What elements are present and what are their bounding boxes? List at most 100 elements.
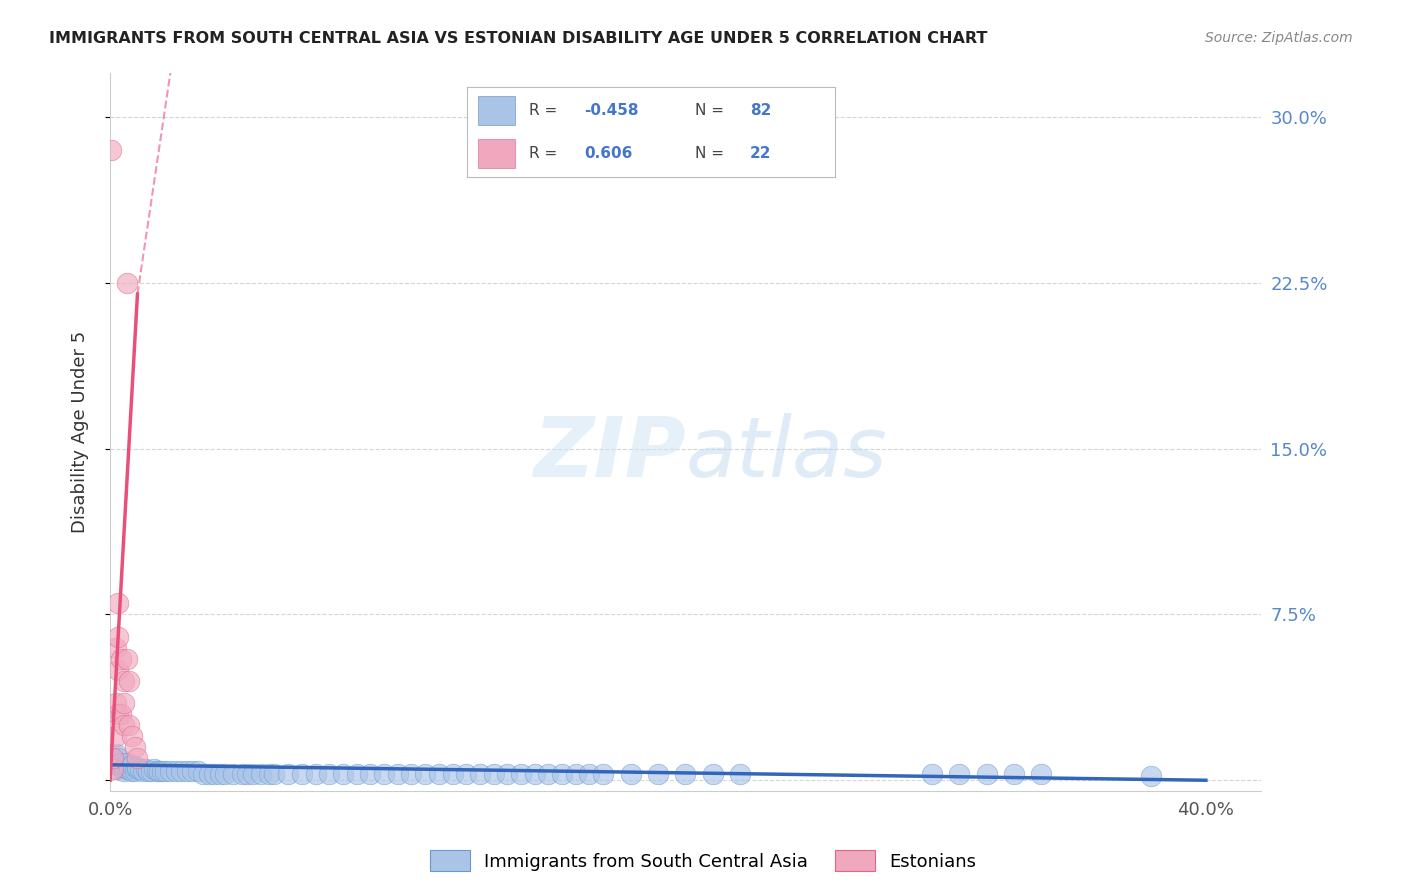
Point (110, 756, 132, 770)
Point (181, 764, 204, 779)
Point (110, 706, 132, 721)
Point (387, 766, 409, 780)
Point (107, 630, 129, 644)
Text: atlas: atlas (685, 413, 887, 494)
Point (921, 766, 943, 780)
Point (141, 764, 163, 779)
Point (728, 766, 751, 780)
Point (107, 751, 129, 765)
Point (121, 729, 143, 743)
Point (263, 766, 285, 780)
Point (118, 762, 141, 776)
Legend: Immigrants from South Central Asia, Estonians: Immigrants from South Central Asia, Esto… (423, 843, 983, 879)
Point (176, 764, 198, 779)
Point (291, 766, 314, 780)
Point (129, 762, 152, 776)
Point (193, 766, 215, 780)
Point (187, 764, 209, 779)
Point (578, 766, 600, 780)
Point (115, 276, 138, 290)
Point (359, 766, 381, 780)
Point (510, 766, 533, 780)
Point (413, 766, 436, 780)
Point (565, 766, 588, 780)
Point (142, 762, 165, 776)
Point (523, 766, 546, 780)
Point (482, 766, 505, 780)
Point (127, 751, 149, 765)
Point (441, 766, 464, 780)
Point (101, 762, 124, 776)
Point (115, 651, 138, 665)
Point (150, 764, 173, 779)
Point (468, 766, 491, 780)
Point (104, 747, 127, 761)
Point (104, 729, 127, 743)
Point (101, 751, 124, 765)
Point (277, 766, 299, 780)
Point (115, 756, 138, 770)
Point (346, 766, 368, 780)
Point (124, 740, 146, 755)
Point (104, 696, 127, 710)
Point (647, 766, 669, 780)
Point (170, 764, 193, 779)
Point (138, 764, 160, 779)
Point (318, 766, 340, 780)
Point (127, 762, 149, 776)
Point (132, 764, 155, 779)
Point (115, 762, 138, 776)
Point (1140, 769, 1163, 783)
Point (1002, 766, 1025, 780)
Point (537, 766, 560, 780)
Point (112, 718, 135, 732)
Y-axis label: Disability Age Under 5: Disability Age Under 5 (72, 331, 89, 533)
Point (145, 764, 167, 779)
Point (592, 766, 614, 780)
Point (107, 663, 129, 677)
Point (231, 766, 253, 780)
Point (373, 766, 395, 780)
Point (112, 696, 135, 710)
Point (127, 760, 149, 774)
Point (104, 640, 127, 655)
Point (112, 673, 135, 688)
Point (202, 766, 225, 780)
Point (101, 751, 124, 765)
Point (121, 764, 143, 779)
Point (673, 766, 696, 780)
Point (121, 757, 143, 772)
Point (112, 760, 135, 774)
Text: ZIP: ZIP (533, 413, 685, 494)
Point (165, 764, 187, 779)
Text: Source: ZipAtlas.com: Source: ZipAtlas.com (1205, 31, 1353, 45)
Point (1031, 766, 1053, 780)
Point (197, 766, 219, 780)
Point (619, 766, 641, 780)
Text: IMMIGRANTS FROM SOUTH CENTRAL ASIA VS ESTONIAN DISABILITY AGE UNDER 5 CORRELATIO: IMMIGRANTS FROM SOUTH CENTRAL ASIA VS ES… (49, 31, 987, 46)
Point (401, 766, 423, 780)
Point (118, 718, 141, 732)
Point (107, 757, 129, 772)
Point (153, 764, 176, 779)
Point (456, 766, 478, 780)
Point (110, 760, 132, 774)
Point (214, 766, 236, 780)
Point (304, 766, 326, 780)
Point (702, 766, 724, 780)
Point (110, 651, 132, 665)
Point (332, 766, 354, 780)
Point (948, 766, 970, 780)
Point (118, 673, 141, 688)
Point (107, 706, 129, 721)
Point (104, 756, 127, 770)
Point (257, 766, 280, 780)
Point (242, 766, 264, 780)
Point (100, 144, 122, 158)
Point (112, 764, 135, 779)
Point (208, 766, 231, 780)
Point (427, 766, 450, 780)
Point (159, 764, 181, 779)
Point (236, 766, 259, 780)
Point (222, 766, 245, 780)
